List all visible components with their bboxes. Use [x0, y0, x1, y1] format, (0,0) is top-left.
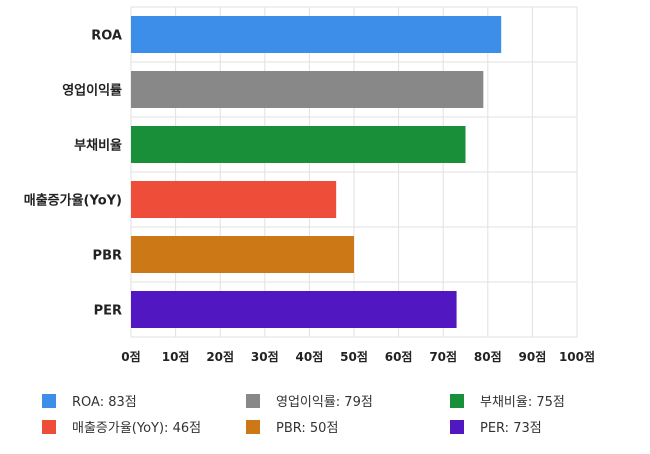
bar-3	[131, 126, 466, 163]
x-tick-labels: 0점 10점 20점 30점 40점 50점 60점 70점 80점 90점 100점	[121, 349, 595, 364]
category-label: ROA	[91, 29, 122, 44]
bars	[131, 16, 502, 328]
x-tick-label: 60점	[385, 349, 413, 364]
legend-label: 영업이익률: 79점	[276, 395, 373, 410]
legend-label: PER: 73점	[480, 421, 542, 436]
bar-5	[131, 236, 354, 273]
bar-4	[131, 181, 337, 218]
x-tick-label: 10점	[162, 349, 190, 364]
category-label: PBR	[93, 249, 122, 264]
x-tick-label: 30점	[251, 349, 279, 364]
legend-label: PBR: 50점	[276, 421, 338, 436]
legend-label: 매출증가율(YoY): 46점	[72, 421, 201, 436]
category-label: 부채비율	[74, 138, 122, 154]
x-tick-label: 20점	[206, 349, 234, 364]
legend-swatch	[42, 420, 56, 434]
bar-1	[131, 16, 502, 53]
bar-6	[131, 291, 457, 328]
grid-lines	[130, 6, 578, 338]
x-tick-label: 40점	[296, 349, 324, 364]
category-label: 영업이익률	[62, 83, 122, 99]
x-tick-label: 50점	[340, 349, 368, 364]
x-tick-label: 0점	[121, 349, 140, 364]
legend-label: ROA: 83점	[72, 395, 137, 410]
legend-swatch	[42, 394, 56, 408]
legend-swatch	[450, 420, 464, 434]
x-tick-label: 90점	[519, 349, 547, 364]
category-label: 매출증가율(YoY)	[24, 193, 122, 209]
legend-label: 부채비율: 75점	[480, 395, 565, 410]
x-tick-label: 80점	[474, 349, 502, 364]
x-tick-label: 100점	[559, 349, 595, 364]
legend-swatch	[246, 394, 260, 408]
category-label: PER	[94, 304, 122, 319]
x-tick-label: 70점	[429, 349, 457, 364]
legend-swatch	[246, 420, 260, 434]
bar-2	[131, 71, 484, 108]
legend-swatch	[450, 394, 464, 408]
